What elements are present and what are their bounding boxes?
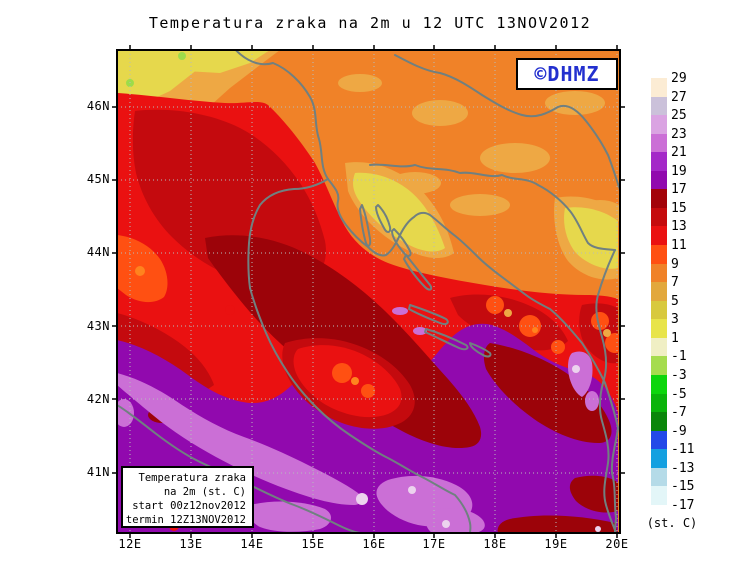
copyright-text: ©DHMZ <box>534 62 600 86</box>
colorbar-swatch <box>651 226 667 246</box>
colorbar-swatch <box>651 152 667 171</box>
lat-label: 46N <box>86 99 110 113</box>
colorbar-label: 15 <box>671 200 687 216</box>
lon-label: 12E <box>118 537 142 551</box>
lon-label: 13E <box>179 537 203 551</box>
colorbar-swatch <box>651 96 667 116</box>
colorbar-label: -9 <box>671 423 687 439</box>
colorbar-swatch <box>651 504 667 524</box>
colorbar-swatch <box>651 300 667 320</box>
copyright-badge: ©DHMZ <box>516 58 618 90</box>
colorbar-label: -17 <box>671 497 695 513</box>
colorbar-label: -7 <box>671 405 687 421</box>
legend-line: na 2m (st. C) <box>163 486 246 498</box>
colorbar-swatch <box>651 356 667 375</box>
colorbar-swatch <box>651 189 667 208</box>
colorbar-swatch <box>651 78 667 97</box>
colorbar-swatch <box>651 467 667 487</box>
colorbar-swatch <box>651 412 667 431</box>
lon-label: 17E <box>422 537 446 551</box>
colorbar-unit: (st. C) <box>646 516 698 530</box>
colorbar-label: -11 <box>671 442 695 458</box>
colorbar-swatch <box>651 430 667 450</box>
colorbar-swatch <box>651 133 667 153</box>
lat-label: 42N <box>86 392 110 406</box>
colorbar-swatch <box>651 449 667 468</box>
colorbar-swatch <box>651 263 667 283</box>
colorbar-swatch <box>651 393 667 413</box>
colorbar-label: 25 <box>671 108 687 124</box>
lon-label: 15E <box>301 537 325 551</box>
colorbar-label: 17 <box>671 182 687 198</box>
colorbar-label: 27 <box>671 89 687 105</box>
map-frame <box>112 45 625 538</box>
colorbar-label: 19 <box>671 163 687 179</box>
colorbar-label: 1 <box>671 330 679 346</box>
lon-label: 14E <box>240 537 264 551</box>
colorbar-swatch <box>651 319 667 338</box>
colorbar-swatch <box>651 170 667 190</box>
lat-label: 43N <box>86 319 110 333</box>
legend-line: termin 12Z13NOV2012 <box>125 514 246 526</box>
legend-line: start 00z12nov2012 <box>132 500 246 512</box>
colorbar-label: 23 <box>671 126 687 142</box>
colorbar-label: 13 <box>671 219 687 235</box>
colorbar-label: -15 <box>671 479 695 495</box>
colorbar-label: -1 <box>671 349 687 365</box>
lat-label: 44N <box>86 245 110 259</box>
colorbar-swatch <box>651 337 667 357</box>
lon-label: 18E <box>483 537 507 551</box>
temperature-field <box>118 51 619 532</box>
colorbar-label: 7 <box>671 275 679 291</box>
lat-label: 45N <box>86 172 110 186</box>
colorbar-label: -5 <box>671 386 687 402</box>
colorbar-label: -3 <box>671 367 687 383</box>
lon-label: 16E <box>362 537 386 551</box>
colorbar-label: 11 <box>671 238 687 254</box>
colorbar-swatch <box>651 115 667 134</box>
colorbar-swatch <box>651 207 667 227</box>
axis-ticks <box>112 45 625 538</box>
lon-label: 20E <box>605 537 629 551</box>
colorbar-label: 9 <box>671 256 679 272</box>
legend-box: Temperatura zraka na 2m (st. C) start 00z1… <box>121 466 254 528</box>
colorbar-label: 5 <box>671 293 679 309</box>
colorbar-swatch <box>651 374 667 394</box>
lon-label: 19E <box>544 537 568 551</box>
colorbar-swatch <box>651 486 667 505</box>
colorbar-swatch <box>651 245 667 264</box>
page-title: Temperatura zraka na 2m u 12 UTC 13NOV20… <box>148 14 592 32</box>
colorbar-label: 3 <box>671 312 679 328</box>
colorbar-label: 21 <box>671 145 687 161</box>
colorbar-label: -13 <box>671 460 695 476</box>
colorbar-swatch <box>651 282 667 301</box>
legend-line: Temperatura zraka <box>138 472 246 484</box>
colorbar-label: 29 <box>671 71 687 86</box>
lat-label: 41N <box>86 465 110 479</box>
temperature-map <box>112 45 625 538</box>
